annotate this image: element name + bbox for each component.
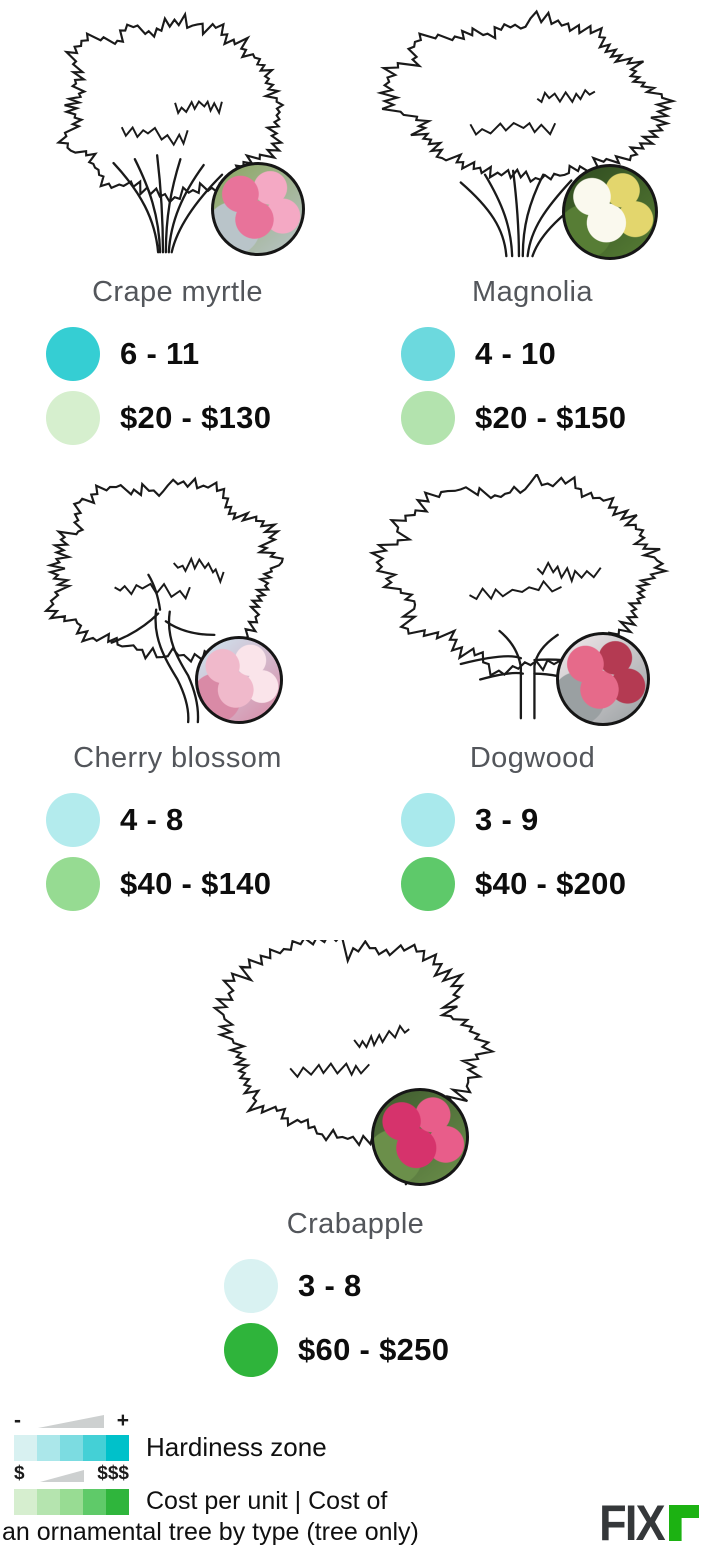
fixr-logo: FIX: [592, 1495, 699, 1551]
cost-scale-bar: [14, 1489, 129, 1515]
scale-segment: [83, 1435, 106, 1461]
tree-art: [0, 8, 355, 260]
hardiness-zone-dot: [46, 327, 100, 381]
cost-row: $60 - $250: [224, 1318, 533, 1382]
hardiness-zone-value: 4 - 10: [475, 336, 557, 371]
cost-dot: [224, 1323, 278, 1377]
scale-segment: [83, 1489, 106, 1515]
hardiness-zone-row: 4 - 8: [46, 788, 355, 852]
cost-row: $40 - $140: [46, 852, 355, 916]
hardiness-zone-dot: [401, 327, 455, 381]
cost-dot: [401, 391, 455, 445]
tree-art: [355, 8, 710, 260]
gradient-wedge-icon: [40, 1470, 84, 1482]
cost-row: $20 - $130: [46, 386, 355, 450]
cost-scale-ticks: $ $$$: [14, 1463, 129, 1484]
cost-value: $60 - $250: [298, 1332, 450, 1367]
tree-drawing-icon: [43, 476, 284, 724]
cost-dot: [401, 857, 455, 911]
hardiness-legend-label: Hardiness zone: [146, 1432, 327, 1462]
tree-art: [355, 474, 710, 726]
cost-value: $40 - $140: [120, 866, 272, 901]
tree-name: Dogwood: [469, 742, 596, 774]
tree-card-crabapple: Crabapple 3 - 8 $60 - $250: [178, 932, 533, 1382]
tree-drawing-icon: [368, 474, 670, 720]
tree-card-dogwood: Dogwood 3 - 9 $40 - $200: [355, 466, 710, 916]
tree-name: Crabapple: [286, 1208, 425, 1240]
scale-segment: [14, 1435, 37, 1461]
scale-segment: [37, 1489, 60, 1515]
tree-stats: 4 - 10 $20 - $150: [355, 322, 710, 450]
tree-photo: [211, 162, 305, 256]
scale-segment: [106, 1435, 129, 1461]
cost-dot: [46, 391, 100, 445]
tree-drawing-icon: [376, 9, 678, 258]
hardiness-zone-row: 6 - 11: [46, 322, 355, 386]
hardiness-zone-row: 3 - 8: [224, 1254, 533, 1318]
cost-dot: [46, 857, 100, 911]
hardiness-zone-value: 3 - 9: [475, 802, 539, 837]
tree-drawing-icon: [55, 11, 285, 254]
cost-value: $40 - $200: [475, 866, 627, 901]
tree-photo: [371, 1088, 469, 1186]
tree-stats: 3 - 8 $60 - $250: [178, 1254, 533, 1382]
tree-photo: [556, 632, 650, 726]
cost-legend-label: Cost per unit | Cost of an ornamental tre…: [2, 1487, 419, 1546]
hardiness-zone-row: 3 - 9: [401, 788, 710, 852]
hardiness-max-symbol: +: [116, 1409, 129, 1432]
scale-segment: [37, 1435, 60, 1461]
tree-card-cherry-blossom: Cherry blossom 4 - 8 $40 - $140: [0, 466, 355, 916]
tree-stats: 6 - 11 $20 - $130: [0, 322, 355, 450]
tree-card-crape-myrtle: Crape myrtle 6 - 11 $20 - $130: [0, 0, 355, 450]
tree-drawing-icon: [211, 940, 496, 1186]
scale-segment: [106, 1489, 129, 1515]
hardiness-scale-bar: [14, 1435, 129, 1461]
hardiness-zone-dot: [401, 793, 455, 847]
tree-art: [178, 940, 533, 1192]
cost-min-symbol: $: [14, 1463, 25, 1484]
cost-value: $20 - $150: [475, 400, 627, 435]
tree-name: Crape myrtle: [92, 276, 263, 308]
hardiness-zone-dot: [224, 1259, 278, 1313]
tree-name: Cherry blossom: [73, 742, 282, 774]
hardiness-min-symbol: -: [14, 1409, 21, 1432]
scale-segment: [60, 1489, 83, 1515]
fixr-logo-r-icon: [669, 1505, 699, 1541]
tree-row-2: Cherry blossom 4 - 8 $40 - $140 Dogwood …: [0, 466, 711, 932]
tree-art: [0, 474, 355, 726]
hardiness-zone-value: 4 - 8: [120, 802, 184, 837]
tree-card-magnolia: Magnolia 4 - 10 $20 - $150: [355, 0, 710, 450]
tree-stats: 4 - 8 $40 - $140: [0, 788, 355, 916]
gradient-wedge-icon: [38, 1415, 104, 1428]
tree-photo: [562, 164, 658, 260]
hardiness-zone-row: 4 - 10: [401, 322, 710, 386]
hardiness-scale-ticks: - +: [14, 1409, 129, 1432]
cost-row: $20 - $150: [401, 386, 710, 450]
hardiness-zone-value: 6 - 11: [120, 336, 200, 371]
tree-row-3: Crabapple 3 - 8 $60 - $250: [0, 932, 711, 1398]
scale-segment: [60, 1435, 83, 1461]
fixr-logo-text: FIX: [599, 1495, 665, 1551]
cost-max-symbol: $$$: [97, 1463, 129, 1484]
hardiness-zone-value: 3 - 8: [298, 1268, 362, 1303]
hardiness-zone-dot: [46, 793, 100, 847]
legend: - + Hardiness zone $ $$$ Cost per unit |…: [0, 1408, 711, 1558]
scale-segment: [14, 1489, 37, 1515]
cost-value: $20 - $130: [120, 400, 272, 435]
cost-row: $40 - $200: [401, 852, 710, 916]
tree-photo: [195, 636, 283, 724]
tree-name: Magnolia: [472, 276, 593, 308]
tree-row-1: Crape myrtle 6 - 11 $20 - $130 Magnolia …: [0, 0, 711, 466]
tree-stats: 3 - 9 $40 - $200: [355, 788, 710, 916]
